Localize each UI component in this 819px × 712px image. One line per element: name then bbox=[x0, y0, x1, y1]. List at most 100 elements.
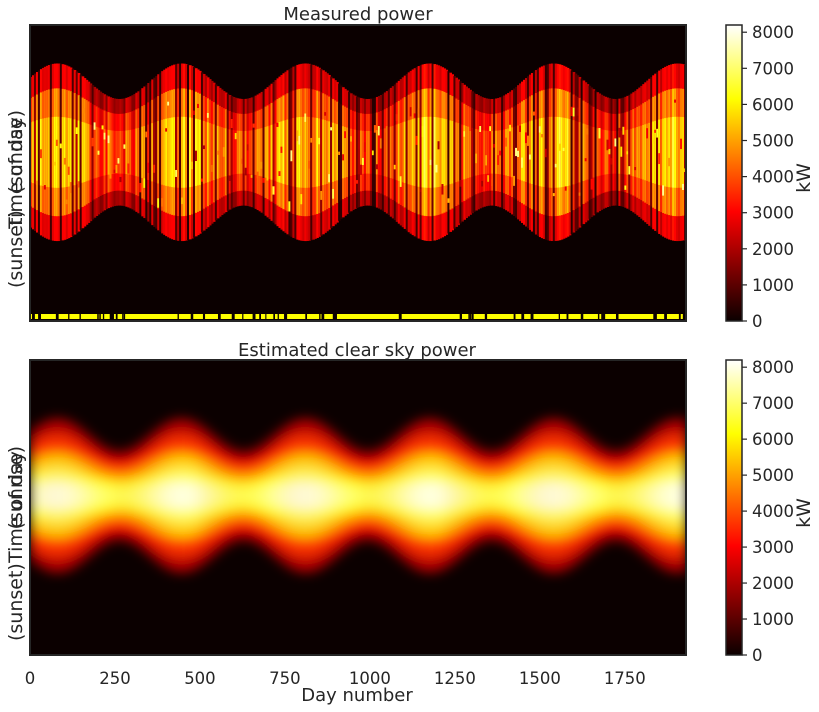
measured-speckle bbox=[682, 183, 685, 190]
clearsky-band bbox=[554, 481, 559, 510]
measured-column-core bbox=[672, 116, 675, 188]
measured-column-core bbox=[534, 119, 538, 186]
measured-speckle bbox=[680, 138, 683, 150]
flag-gap bbox=[580, 314, 584, 319]
flag-gap bbox=[655, 314, 657, 319]
measured-column-core bbox=[389, 126, 393, 179]
clearsky-band bbox=[417, 482, 422, 510]
measured-column-core bbox=[322, 119, 325, 186]
clearsky-band bbox=[152, 484, 157, 508]
flag-gap bbox=[102, 314, 105, 319]
measured-column-core bbox=[163, 119, 166, 186]
colorbar1-ticks: 0 1000 2000 3000 4000 5000 6000 7000 8000 bbox=[742, 23, 794, 331]
clearsky-band bbox=[235, 487, 240, 504]
measured-column-core bbox=[151, 123, 154, 182]
flag-gap bbox=[242, 314, 244, 319]
panel2-heatmap bbox=[30, 360, 686, 655]
clearsky-band bbox=[402, 483, 407, 508]
clearsky-band bbox=[211, 484, 216, 507]
clearsky-band bbox=[337, 485, 341, 507]
measured-column-core bbox=[574, 120, 578, 184]
clearsky-band bbox=[587, 485, 592, 506]
panel2-ylabel: (sunset) Time of day (sunrise) bbox=[5, 446, 27, 641]
measured-column-core bbox=[397, 123, 401, 181]
measured-column-core bbox=[304, 116, 307, 188]
measured-column-core bbox=[264, 126, 268, 178]
measured-column-core bbox=[105, 129, 109, 176]
measured-speckle bbox=[622, 126, 625, 135]
flag-gap bbox=[471, 314, 474, 319]
measured-column-core bbox=[536, 118, 540, 186]
measured-column-core bbox=[678, 116, 681, 188]
clearsky-band bbox=[390, 485, 395, 506]
measured-speckle bbox=[570, 106, 574, 117]
measured-column-core bbox=[286, 119, 290, 186]
flag-gap bbox=[484, 314, 488, 319]
clearsky-band bbox=[334, 484, 338, 507]
measured-speckle bbox=[417, 108, 421, 114]
measured-column-core bbox=[658, 119, 661, 185]
measured-column-core bbox=[161, 119, 164, 185]
measured-speckle bbox=[361, 157, 365, 165]
measured-speckle bbox=[475, 153, 478, 164]
clearsky-band bbox=[563, 482, 568, 510]
measured-column-core bbox=[556, 116, 560, 188]
measured-column-core bbox=[270, 124, 274, 180]
measured-column-core bbox=[302, 116, 305, 188]
measured-column-core bbox=[230, 129, 234, 175]
measured-column-core bbox=[332, 122, 335, 182]
clearsky-band bbox=[459, 484, 464, 507]
colorbar1-frame bbox=[725, 24, 743, 322]
colorbar-tick-label: 3000 bbox=[752, 204, 794, 223]
measured-column-core bbox=[123, 130, 127, 174]
flag-gap bbox=[305, 314, 308, 319]
measured-column-core bbox=[352, 129, 355, 176]
clearsky-band bbox=[122, 487, 127, 504]
clearsky-band bbox=[530, 483, 535, 509]
clearsky-band bbox=[268, 485, 273, 506]
measured-column-core bbox=[628, 129, 631, 176]
measured-speckle bbox=[280, 146, 283, 153]
clearsky-band bbox=[381, 486, 386, 505]
measured-speckle bbox=[409, 107, 413, 117]
measured-column-core bbox=[109, 130, 113, 175]
clearsky-band bbox=[605, 487, 610, 504]
measured-column-core bbox=[592, 127, 596, 178]
measured-speckle bbox=[318, 137, 321, 145]
clearsky-band bbox=[438, 482, 443, 510]
measured-speckle bbox=[234, 133, 238, 140]
measured-column-core bbox=[320, 118, 323, 186]
clearsky-band bbox=[447, 483, 452, 509]
measured-column-core bbox=[495, 130, 498, 174]
clearsky-band bbox=[656, 483, 660, 509]
clearsky-band bbox=[396, 484, 401, 507]
measured-column-core bbox=[344, 126, 347, 178]
measured-column-core bbox=[359, 130, 363, 174]
clearsky-band bbox=[462, 485, 467, 507]
measured-speckle bbox=[513, 175, 516, 186]
clearsky-band bbox=[283, 483, 288, 509]
flag-gap bbox=[110, 314, 112, 319]
measured-column-core bbox=[507, 128, 510, 176]
measured-column-core bbox=[310, 117, 313, 188]
clearsky-band bbox=[545, 482, 550, 510]
measured-column-core bbox=[413, 118, 417, 186]
clearsky-band bbox=[92, 485, 97, 506]
measured-column-core bbox=[73, 119, 77, 186]
flag-gap bbox=[603, 314, 606, 319]
measured-speckle bbox=[272, 186, 275, 195]
clearsky-band bbox=[510, 486, 514, 506]
measured-column-core bbox=[530, 120, 534, 184]
clearsky-band bbox=[516, 485, 520, 506]
measured-column-core bbox=[224, 128, 228, 177]
measured-column-core bbox=[145, 125, 148, 180]
measured-speckle bbox=[399, 176, 403, 187]
measured-speckle bbox=[35, 180, 39, 186]
measured-column-core bbox=[185, 116, 188, 188]
measured-column-core bbox=[375, 130, 379, 175]
x-tick-label: 0 bbox=[25, 669, 36, 688]
measured-speckle bbox=[554, 163, 558, 168]
measured-column-core bbox=[69, 118, 73, 187]
measured-column-core bbox=[147, 124, 150, 180]
measured-speckle bbox=[59, 143, 63, 149]
